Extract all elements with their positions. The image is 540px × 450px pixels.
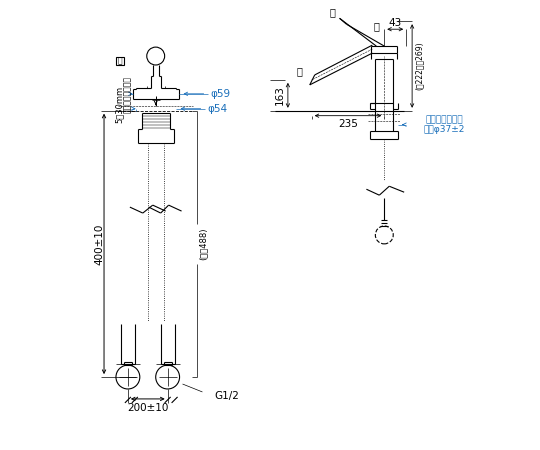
Text: 400±10: 400±10 — [94, 223, 104, 265]
Text: φ54: φ54 — [207, 104, 227, 114]
Text: (長さ488): (長さ488) — [199, 228, 208, 260]
Text: 235: 235 — [338, 119, 358, 129]
Text: (閉222～開269): (閉222～開269) — [415, 42, 423, 90]
Text: 5～30mm: 5～30mm — [114, 86, 124, 123]
Text: φ59: φ59 — [210, 89, 231, 99]
Text: 開: 開 — [374, 21, 379, 31]
Text: 200±10: 200±10 — [127, 403, 168, 413]
Text: 図: 図 — [118, 57, 122, 66]
Text: 163: 163 — [275, 86, 285, 105]
Text: 閉: 閉 — [297, 66, 303, 76]
Text: G1/2: G1/2 — [215, 391, 240, 401]
Text: カウンター取付: カウンター取付 — [425, 115, 463, 124]
Text: 穴径φ37±2: 穴径φ37±2 — [423, 125, 464, 134]
Text: 開: 開 — [330, 7, 335, 17]
Bar — [116, 57, 124, 65]
Text: 43: 43 — [389, 18, 402, 28]
Text: 取付カウンター面: 取付カウンター面 — [123, 76, 132, 113]
